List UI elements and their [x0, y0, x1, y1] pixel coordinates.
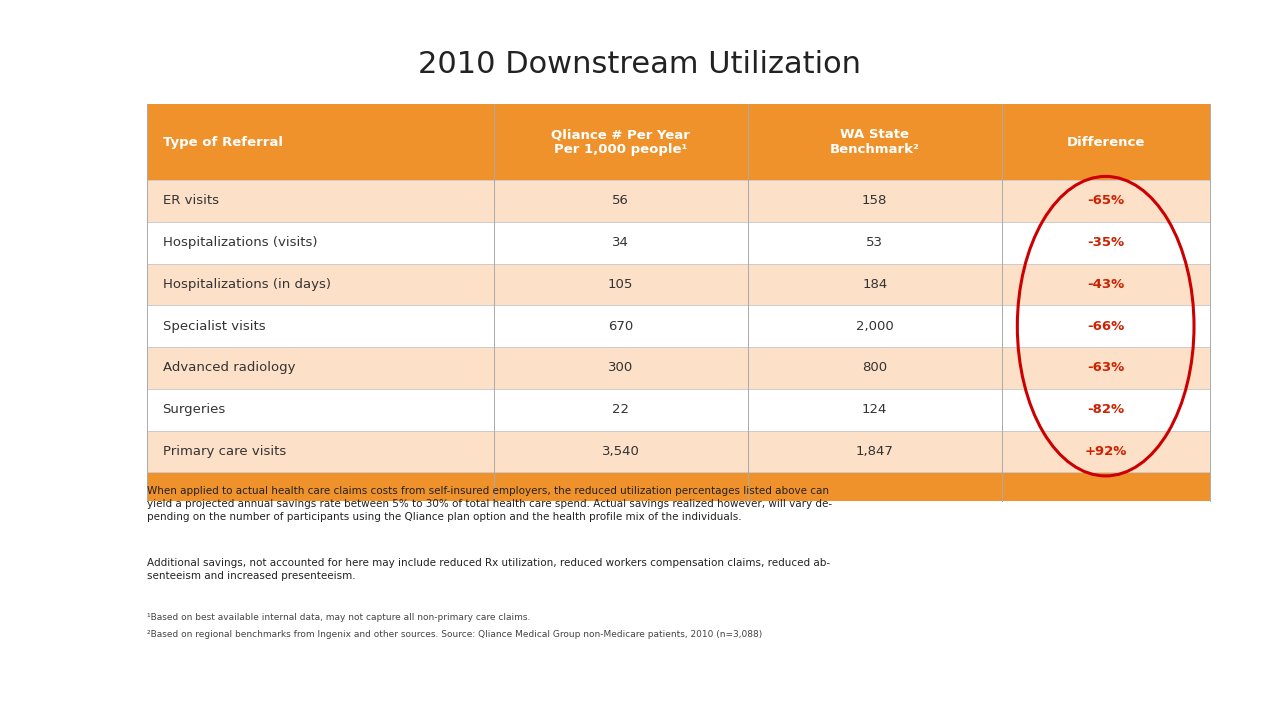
Text: ER visits: ER visits [163, 194, 219, 207]
Bar [494, 347, 748, 389]
Text: -63%: -63% [1087, 361, 1124, 374]
Text: +92%: +92% [1084, 445, 1126, 458]
Bar [748, 222, 1002, 264]
Text: Additional savings, not accounted for here may include reduced Rx utilization, r: Additional savings, not accounted for he… [147, 558, 831, 581]
Text: 3,540: 3,540 [602, 445, 640, 458]
Text: 670: 670 [608, 320, 634, 333]
Text: 53: 53 [867, 236, 883, 249]
Bar [494, 222, 748, 264]
Bar [494, 431, 748, 472]
Bar [147, 180, 494, 222]
Text: 124: 124 [861, 403, 887, 416]
Bar [147, 264, 494, 305]
Text: 800: 800 [863, 361, 887, 374]
Bar [1002, 180, 1210, 222]
Bar [748, 264, 1002, 305]
Text: -82%: -82% [1087, 403, 1124, 416]
Bar [1002, 264, 1210, 305]
Text: Difference: Difference [1066, 135, 1144, 149]
Text: 56: 56 [612, 194, 628, 207]
Text: ¹Based on best available internal data, may not capture all non-primary care cla: ¹Based on best available internal data, … [147, 613, 531, 622]
Text: When applied to actual health care claims costs from self-insured employers, the: When applied to actual health care claim… [147, 486, 832, 523]
Bar [1002, 347, 1210, 389]
Bar [748, 347, 1002, 389]
Text: 158: 158 [861, 194, 887, 207]
Text: 105: 105 [608, 278, 634, 291]
Text: 2,000: 2,000 [856, 320, 893, 333]
Text: Type of Referral: Type of Referral [163, 135, 283, 149]
Bar [147, 389, 494, 431]
Text: 22: 22 [612, 403, 630, 416]
Bar [494, 305, 748, 347]
Text: Hospitalizations (in days): Hospitalizations (in days) [163, 278, 330, 291]
Text: Advanced radiology: Advanced radiology [163, 361, 296, 374]
Bar [494, 264, 748, 305]
Bar [748, 431, 1002, 472]
Bar [147, 431, 494, 472]
Bar [748, 180, 1002, 222]
Bar [147, 472, 1210, 501]
Bar [494, 180, 748, 222]
Text: ²Based on regional benchmarks from Ingenix and other sources. Source: Qliance Me: ²Based on regional benchmarks from Ingen… [147, 630, 763, 639]
Text: -43%: -43% [1087, 278, 1124, 291]
Text: 1,847: 1,847 [856, 445, 893, 458]
Text: Hospitalizations (visits): Hospitalizations (visits) [163, 236, 317, 249]
Text: 300: 300 [608, 361, 634, 374]
Text: -66%: -66% [1087, 320, 1124, 333]
Bar [1002, 222, 1210, 264]
Bar [1002, 389, 1210, 431]
Text: 34: 34 [612, 236, 628, 249]
Text: Surgeries: Surgeries [163, 403, 225, 416]
Bar [494, 389, 748, 431]
Text: -65%: -65% [1087, 194, 1124, 207]
Text: -35%: -35% [1087, 236, 1124, 249]
Text: Qliance # Per Year
Per 1,000 people¹: Qliance # Per Year Per 1,000 people¹ [552, 128, 690, 156]
Bar [147, 305, 494, 347]
Bar [748, 305, 1002, 347]
Bar [147, 222, 494, 264]
Text: WA State
Benchmark²: WA State Benchmark² [829, 128, 919, 156]
Bar [147, 347, 494, 389]
Text: 2010 Downstream Utilization: 2010 Downstream Utilization [419, 50, 861, 79]
Text: Specialist visits: Specialist visits [163, 320, 265, 333]
Text: Primary care visits: Primary care visits [163, 445, 285, 458]
Bar [748, 389, 1002, 431]
Text: 184: 184 [863, 278, 887, 291]
Bar [1002, 305, 1210, 347]
Bar [1002, 431, 1210, 472]
